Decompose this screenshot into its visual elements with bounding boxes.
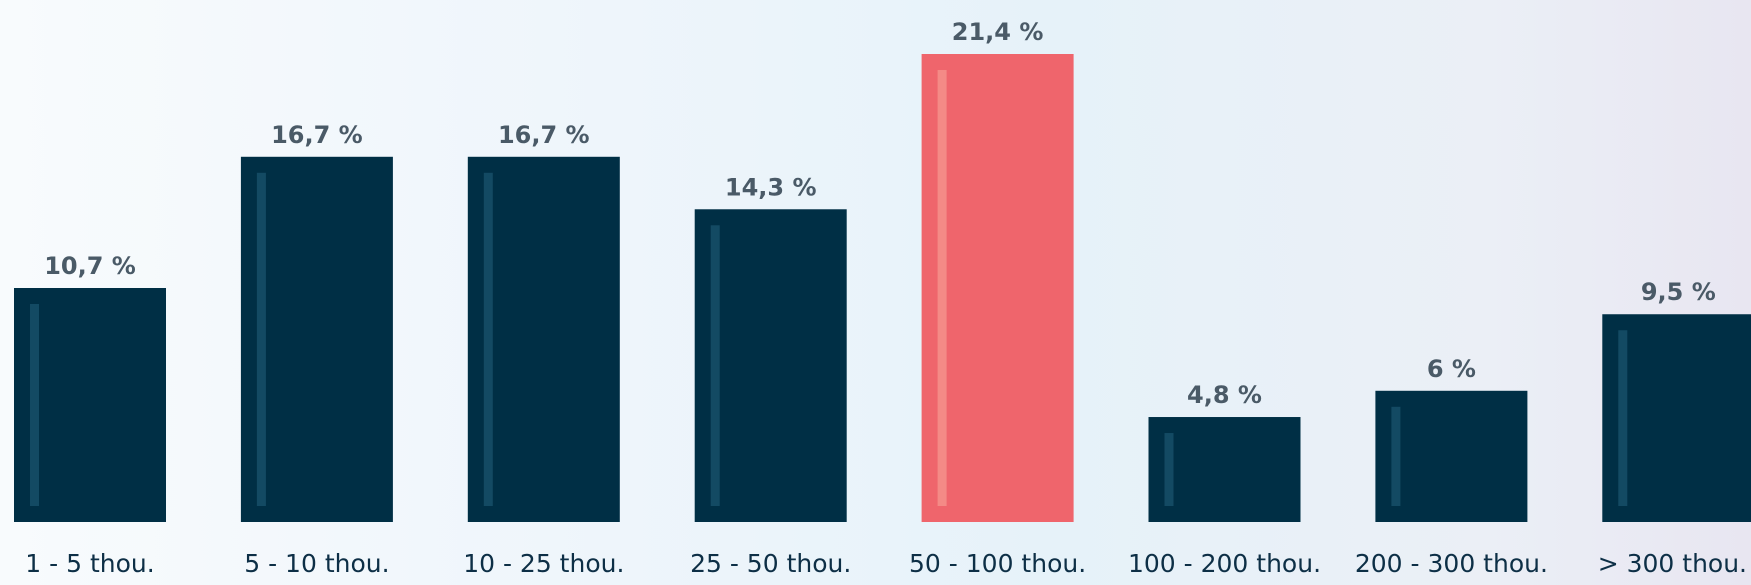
category-label-1: 5 - 10 thou.: [244, 549, 389, 578]
bar-shine-6: [1391, 406, 1401, 506]
category-label-6: 200 - 300 thou.: [1355, 549, 1548, 578]
category-labels-layer: 1 - 5 thou. 5 - 10 thou. 10 - 25 thou. 25 -…: [25, 549, 1747, 578]
category-label-4: 50 - 100 thou.: [909, 549, 1086, 578]
bar-3: [694, 209, 847, 522]
value-label-6: 6 %: [1427, 355, 1476, 383]
bar-shine-5: [1164, 433, 1174, 506]
value-label-1: 16,7 %: [271, 121, 363, 149]
bar-0: [14, 288, 166, 522]
category-label-3: 25 - 50 thou.: [690, 549, 851, 578]
value-label-5: 4,8 %: [1187, 381, 1262, 409]
bar-shine-7: [1618, 330, 1628, 506]
bar-shine-3: [710, 225, 720, 506]
bar-shine-1: [256, 172, 266, 507]
value-label-7: 9,5 %: [1641, 278, 1716, 306]
bar-6: [1375, 390, 1528, 522]
value-label-4: 21,4 %: [952, 18, 1044, 46]
category-label-5: 100 - 200 thou.: [1128, 549, 1321, 578]
bars-layer: [14, 54, 1751, 523]
bar-1: [240, 156, 393, 523]
category-label-2: 10 - 25 thou.: [463, 549, 624, 578]
bar-2: [467, 156, 620, 523]
category-label-0: 1 - 5 thou.: [25, 549, 154, 578]
bar-4: [921, 54, 1074, 522]
category-label-7: > 300 thou.: [1598, 549, 1747, 578]
bar-shine-2: [483, 172, 493, 507]
bar-shine-4: [937, 70, 947, 506]
value-label-0: 10,7 %: [44, 252, 136, 280]
value-labels-layer: 10,7 % 16,7 % 16,7 % 14,3 % 21,4 % 4,8 % 6 % 9,…: [44, 18, 1716, 409]
value-label-2: 16,7 %: [498, 121, 590, 149]
value-label-3: 14,3 %: [725, 173, 817, 201]
bar-5: [1148, 417, 1301, 522]
bar-shine-0: [30, 304, 39, 506]
